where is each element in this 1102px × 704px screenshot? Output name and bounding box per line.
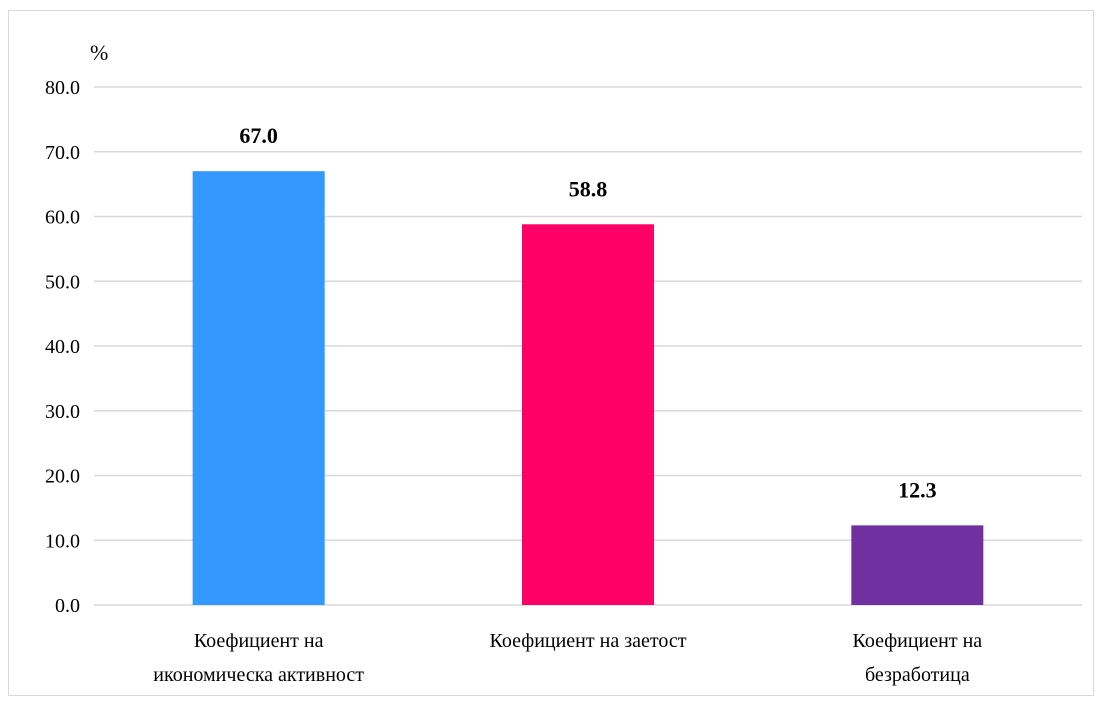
- y-tick-label: 70.0: [45, 142, 80, 164]
- y-tick-label: 10.0: [45, 530, 80, 552]
- category-label: безработица: [865, 664, 970, 686]
- bar-data-label: 58.8: [569, 176, 608, 201]
- data-labels: 67.0 58.8 12.3: [239, 123, 936, 502]
- bar-data-label: 67.0: [239, 123, 278, 148]
- y-axis-unit-label: %: [90, 40, 108, 65]
- bar: [192, 171, 325, 606]
- category-label: икономическа активност: [153, 664, 364, 686]
- y-tick-label: 0.0: [55, 595, 80, 617]
- bar: [522, 224, 654, 605]
- category-label: Коефициент на: [194, 630, 324, 652]
- bar: [851, 525, 984, 605]
- y-tick-label: 20.0: [45, 466, 80, 488]
- category-label: Коефициент на заетост: [490, 630, 687, 652]
- bars: [192, 171, 984, 606]
- y-tick-label: 50.0: [45, 271, 80, 293]
- y-tick-label: 40.0: [45, 336, 80, 358]
- y-tick-label: 60.0: [45, 207, 80, 229]
- bar-data-label: 12.3: [898, 477, 937, 502]
- y-axis-ticks: 0.0 10.0 20.0 30.0 40.0 50.0 60.0 70.0 80.0: [45, 77, 80, 617]
- category-label: Коефициент на: [852, 630, 982, 652]
- y-tick-label: 30.0: [45, 401, 80, 423]
- y-tick-label: 80.0: [45, 77, 80, 99]
- category-labels: Коефициент на икономическа активност Коефи…: [153, 630, 982, 686]
